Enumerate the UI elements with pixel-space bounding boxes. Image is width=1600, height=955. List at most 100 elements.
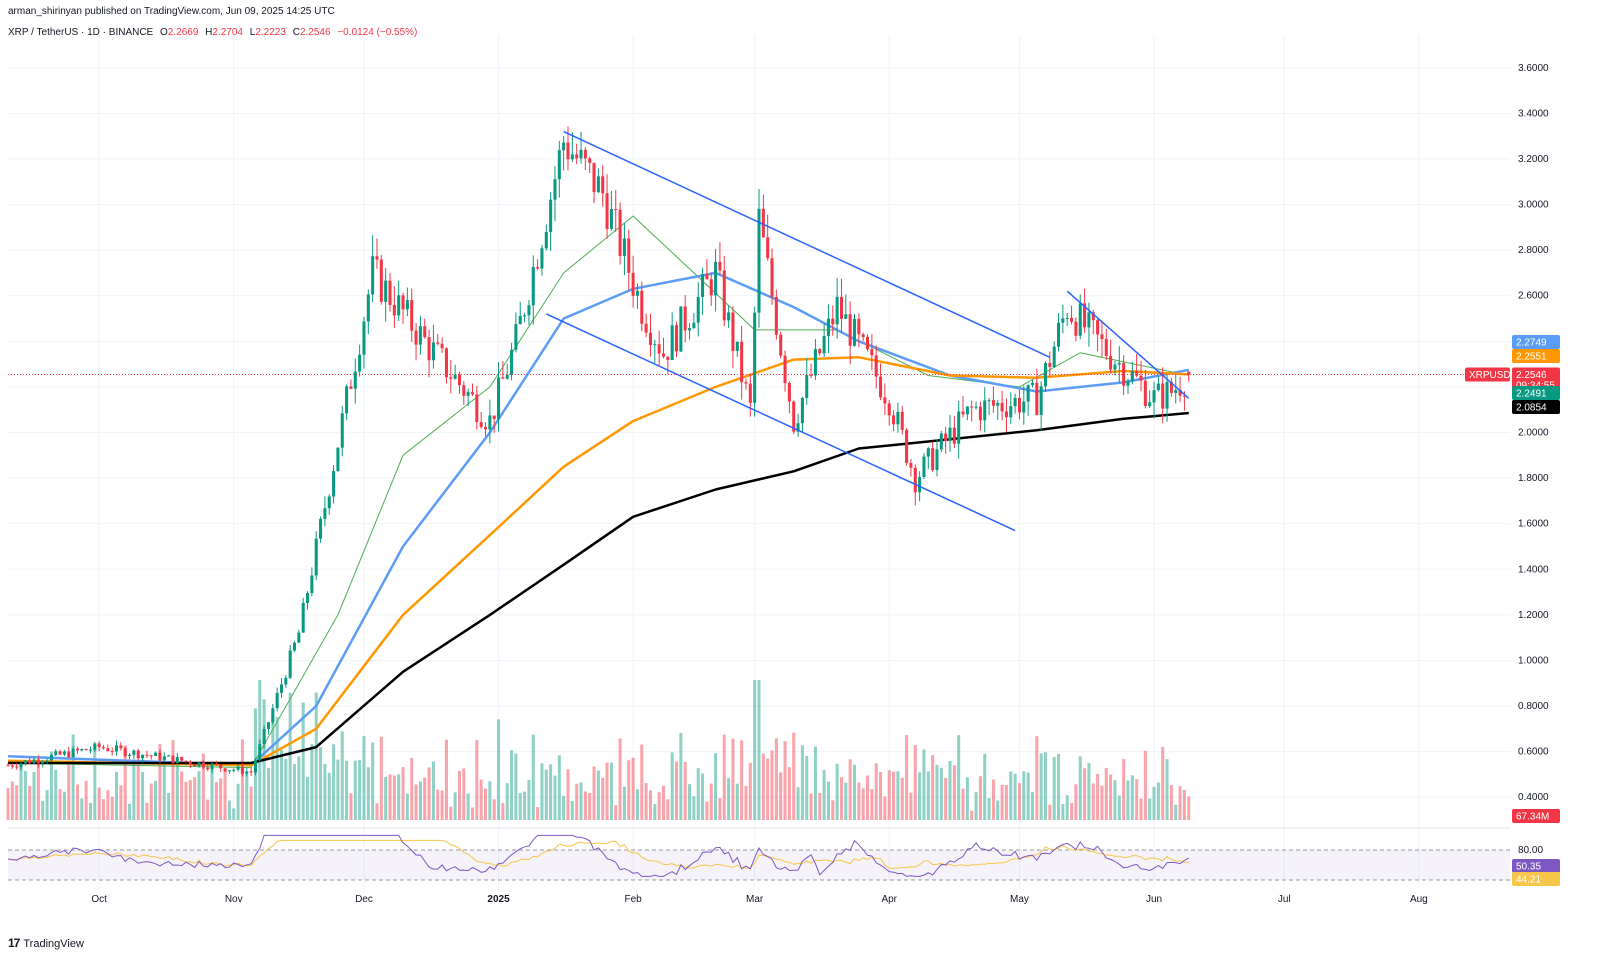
open-label: O xyxy=(160,27,168,38)
volume-bar xyxy=(1057,753,1061,820)
time-tick-label: Feb xyxy=(624,894,642,905)
volume-bar xyxy=(188,780,192,820)
volume-bar xyxy=(805,755,809,820)
candle-body xyxy=(245,771,249,774)
volume-bar xyxy=(101,799,106,820)
volume-bar xyxy=(249,786,253,820)
time-axis[interactable]: Oct Nov Dec 2025 Feb Mar Apr May Jun Jul Aug xyxy=(91,894,1427,905)
candle-body xyxy=(497,377,501,420)
volume-bar xyxy=(392,775,396,820)
price-tick-label: 1.0000 xyxy=(1518,655,1549,666)
candle-body xyxy=(857,318,861,335)
volume-bar xyxy=(727,778,731,820)
volume-bar xyxy=(527,779,531,820)
close-label: C xyxy=(292,27,300,38)
volume-bar xyxy=(592,766,596,820)
price-tick-label: 1.4000 xyxy=(1518,564,1549,575)
candle-body xyxy=(336,447,340,472)
volume-bar xyxy=(115,771,119,820)
volume-bar xyxy=(813,746,817,820)
volume-bar xyxy=(709,783,713,820)
volume-bar xyxy=(740,740,744,820)
trendlines[interactable] xyxy=(8,130,1510,532)
volume-bar xyxy=(15,785,19,820)
volume-bar xyxy=(479,779,483,820)
candle-body xyxy=(935,449,939,471)
candle-body xyxy=(93,743,97,750)
candle-body xyxy=(709,279,713,296)
volume-bar xyxy=(670,752,674,820)
volume-bar xyxy=(1174,804,1178,820)
volume-bar xyxy=(1026,772,1030,820)
volume-bar xyxy=(245,774,249,820)
volume-bar xyxy=(358,760,362,820)
volume-bar xyxy=(1009,771,1013,820)
candle-body xyxy=(401,295,405,310)
candle-body xyxy=(444,348,448,378)
volume-bar xyxy=(453,792,457,820)
volume-bar xyxy=(45,790,49,820)
candle-body xyxy=(518,315,522,325)
volume-bar xyxy=(562,795,566,820)
candle-body xyxy=(1013,397,1017,407)
volume-bar xyxy=(210,769,214,820)
volume-bar xyxy=(362,736,366,820)
volume-bar xyxy=(579,782,583,820)
short-trendline xyxy=(1066,290,1190,399)
candle-body xyxy=(475,394,479,423)
symbol-name[interactable]: XRP / TetherUS · 1D · BINANCE xyxy=(8,27,154,38)
volume-bar xyxy=(1087,763,1091,820)
volume-bar xyxy=(457,770,461,820)
lower-trendline xyxy=(545,313,1016,532)
candle-body xyxy=(1087,312,1091,328)
candle-body xyxy=(905,429,909,464)
candle-body xyxy=(6,765,10,767)
candle-body xyxy=(740,341,744,383)
candle-body xyxy=(470,392,475,395)
candle-body xyxy=(718,261,722,271)
candle-body xyxy=(575,154,579,159)
candle-body xyxy=(62,751,66,755)
volume-bar xyxy=(319,747,323,820)
candle-body xyxy=(101,747,106,749)
volume-bar xyxy=(84,780,88,820)
candle-body xyxy=(162,756,166,761)
candle-body xyxy=(813,349,817,376)
high-value: 2.2704 xyxy=(212,27,243,38)
volume-bar xyxy=(375,803,379,820)
price-axis[interactable]: 3.60003.40003.20003.00002.80002.60002.40… xyxy=(1518,63,1549,803)
candle-body xyxy=(657,344,661,354)
volume-bar xyxy=(683,762,687,820)
candle-body xyxy=(648,332,652,345)
volume-bar xyxy=(19,763,23,820)
volume-bar xyxy=(301,702,305,820)
volume-bar xyxy=(622,786,626,820)
candle-body xyxy=(1169,381,1173,393)
volume-bar xyxy=(931,755,935,820)
volume-bar xyxy=(154,780,158,820)
volume-bar xyxy=(544,769,548,820)
volume-bar xyxy=(1117,795,1121,820)
price-tick-label: 3.2000 xyxy=(1518,154,1549,165)
volume-bar xyxy=(757,680,761,820)
candle-body xyxy=(965,406,969,415)
volume-bar xyxy=(75,784,79,820)
volume-bar xyxy=(787,767,791,820)
symbol-tag xyxy=(1465,367,1510,382)
volume-bar xyxy=(605,762,609,820)
volume-bar xyxy=(1122,759,1126,820)
candle-body xyxy=(913,467,917,493)
volume-bar xyxy=(848,759,852,820)
price-tick-label: 2.6000 xyxy=(1518,291,1549,302)
volume-bar xyxy=(653,804,657,820)
volume-bar xyxy=(1096,774,1100,820)
ma-black-tag xyxy=(1512,400,1560,414)
candle-body xyxy=(1122,362,1126,386)
candle-body xyxy=(297,632,301,643)
volume-bar xyxy=(852,764,857,820)
volume-bar xyxy=(427,767,431,820)
candle-body xyxy=(145,754,149,756)
volume-bar xyxy=(766,758,770,820)
candle-body xyxy=(1139,375,1143,381)
